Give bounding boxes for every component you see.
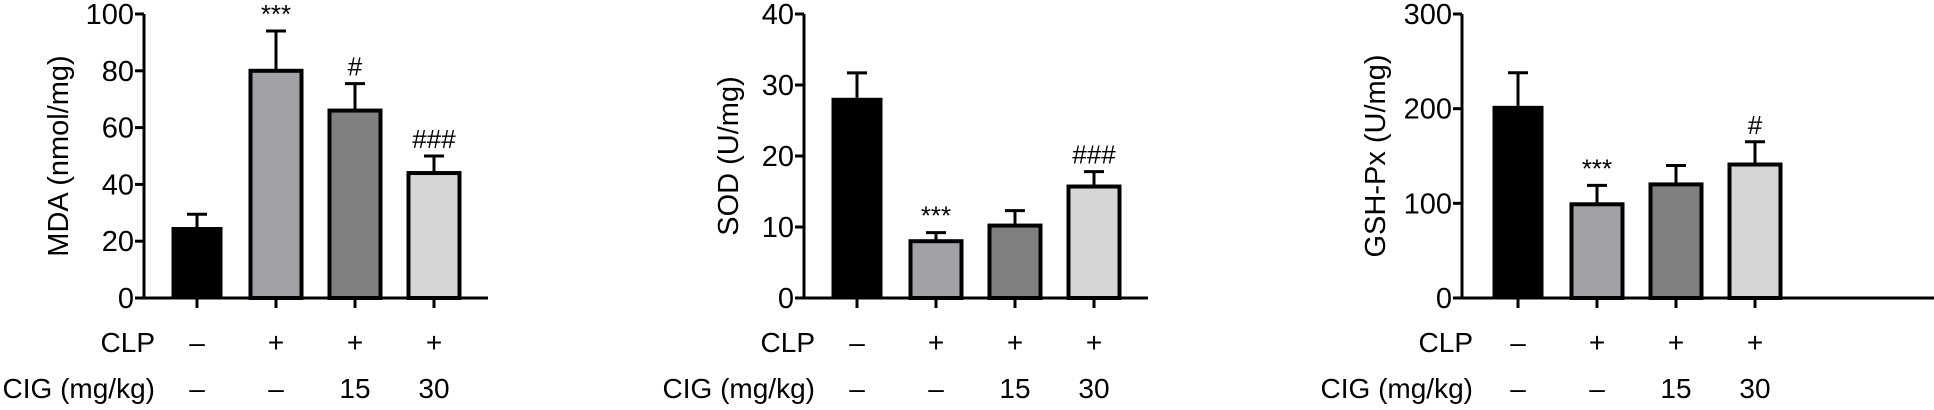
y-axis-label: MDA (nmol/mg)	[43, 55, 75, 256]
bar	[1727, 162, 1783, 300]
cig-value: 30	[1078, 373, 1109, 404]
cig-value: 30	[1739, 373, 1770, 404]
cig-value: –	[189, 373, 205, 404]
significance-mark: ***	[1582, 153, 1612, 183]
panel-2: 0 10 20 30 40 SOD (U/mg) – – *** + – +15 ### +30 CLP CI…	[663, 0, 1148, 404]
cig-value: –	[268, 373, 284, 404]
y-tick-label: 300	[1404, 0, 1452, 31]
y-tick-label: 20	[102, 226, 134, 258]
significance-mark: ***	[921, 201, 951, 231]
clp-value: +	[1086, 327, 1102, 358]
clp-value: +	[347, 327, 363, 358]
y-tick-label: 10	[762, 212, 794, 244]
clp-value: +	[1007, 327, 1023, 358]
bar	[1648, 182, 1704, 300]
clp-value: +	[928, 327, 944, 358]
clp-value: –	[189, 327, 205, 358]
bar	[1569, 202, 1625, 300]
y-tick-label: 100	[86, 0, 134, 31]
clp-value: –	[1510, 327, 1526, 358]
clp-value: +	[1747, 327, 1763, 358]
y-tick-label: 0	[1436, 283, 1452, 315]
significance-mark: #	[1748, 110, 1763, 140]
cig-value: –	[1589, 373, 1605, 404]
bar	[406, 171, 462, 300]
clp-value: +	[1589, 327, 1605, 358]
y-axis-label: GSH-Px (U/mg)	[1360, 55, 1392, 258]
bar	[171, 227, 223, 298]
clp-value: +	[426, 327, 442, 358]
clp-value: +	[268, 327, 284, 358]
cig-value: 15	[999, 373, 1030, 404]
cig-value: 15	[339, 373, 370, 404]
bar	[831, 97, 883, 298]
bar	[987, 223, 1043, 300]
significance-mark: ***	[261, 0, 291, 29]
y-tick-label: 80	[102, 56, 134, 88]
y-tick-label: 0	[778, 283, 794, 315]
cig-label: CIG (mg/kg)	[3, 373, 155, 404]
clp-label: CLP	[1419, 327, 1473, 358]
significance-mark: #	[348, 52, 363, 82]
clp-value: +	[1668, 327, 1684, 358]
cig-value: –	[849, 373, 865, 404]
y-tick-label: 40	[762, 0, 794, 31]
cig-value: –	[928, 373, 944, 404]
clp-label: CLP	[101, 327, 155, 358]
bar	[248, 68, 304, 300]
significance-mark: ###	[412, 124, 456, 154]
bar	[908, 239, 964, 300]
y-tick-label: 0	[118, 283, 134, 315]
significance-mark: ###	[1072, 140, 1116, 170]
cig-label: CIG (mg/kg)	[663, 373, 815, 404]
cig-label: CIG (mg/kg)	[1321, 373, 1473, 404]
bar	[1066, 184, 1122, 300]
y-tick-label: 30	[762, 70, 794, 102]
panel-1: 0 20 40 60 80 100 MDA (nmol/mg) – – *** + – # +15 ### +…	[3, 0, 488, 404]
bar	[1492, 105, 1544, 299]
panel-3: 0 100 200 300 GSH-Px (U/mg) – – *** + – +15 # +30 CLP…	[1321, 0, 1934, 404]
clp-value: –	[849, 327, 865, 358]
clp-label: CLP	[761, 327, 815, 358]
cig-value: –	[1510, 373, 1526, 404]
cig-value: 15	[1660, 373, 1691, 404]
y-tick-label: 100	[1404, 188, 1452, 220]
bar	[327, 108, 383, 300]
y-tick-label: 20	[762, 141, 794, 173]
y-tick-label: 60	[102, 113, 134, 145]
y-tick-label: 200	[1404, 94, 1452, 126]
cig-value: 30	[418, 373, 449, 404]
y-tick-label: 40	[102, 169, 134, 201]
y-axis-label: SOD (U/mg)	[713, 76, 745, 236]
